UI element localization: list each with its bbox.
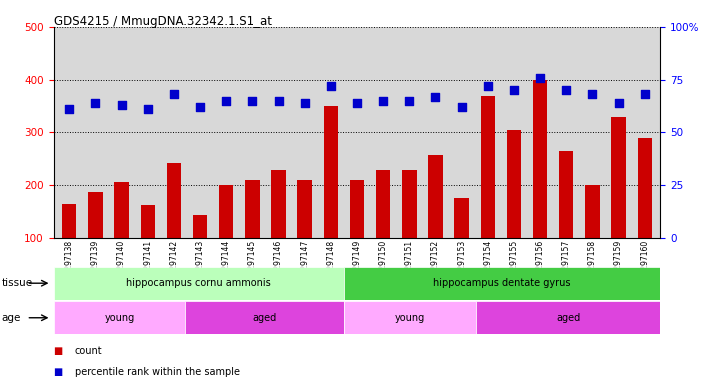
Point — [378, 98, 389, 104]
Bar — [89, 192, 103, 238]
Bar — [166, 163, 181, 238]
Point — [142, 106, 154, 112]
Text: tissue: tissue — [1, 278, 33, 288]
Bar — [638, 138, 652, 238]
Bar — [344, 301, 476, 334]
Text: ■: ■ — [54, 346, 63, 356]
Bar — [611, 117, 625, 238]
Bar — [533, 79, 548, 238]
Bar — [114, 182, 129, 238]
Point — [482, 83, 493, 89]
Point — [194, 104, 206, 110]
Text: ■: ■ — [54, 367, 63, 377]
Bar — [350, 180, 364, 238]
Bar — [298, 180, 312, 238]
Text: young: young — [395, 313, 425, 323]
Text: hippocampus cornu ammonis: hippocampus cornu ammonis — [126, 278, 271, 288]
Bar — [476, 301, 660, 334]
Point — [273, 98, 284, 104]
Point — [560, 87, 572, 93]
Text: GDS4215 / MmugDNA.32342.1.S1_at: GDS4215 / MmugDNA.32342.1.S1_at — [54, 15, 271, 28]
Point — [403, 98, 415, 104]
Point — [221, 98, 232, 104]
Point — [613, 100, 624, 106]
Bar — [219, 185, 233, 238]
Point — [64, 106, 75, 112]
Point — [508, 87, 520, 93]
Bar — [454, 199, 469, 238]
Point — [534, 74, 545, 81]
Bar — [54, 267, 344, 300]
Bar — [54, 301, 186, 334]
Point — [169, 91, 180, 98]
Point — [456, 104, 468, 110]
Bar — [245, 180, 260, 238]
Bar — [323, 106, 338, 238]
Text: aged: aged — [556, 313, 580, 323]
Bar — [141, 205, 155, 238]
Bar — [428, 155, 443, 238]
Bar — [62, 204, 76, 238]
Point — [325, 83, 336, 89]
Point — [587, 91, 598, 98]
Bar — [402, 170, 416, 238]
Point — [351, 100, 363, 106]
Text: count: count — [75, 346, 103, 356]
Bar — [376, 170, 391, 238]
Point — [246, 98, 258, 104]
Bar — [186, 301, 344, 334]
Point — [430, 93, 441, 99]
Text: percentile rank within the sample: percentile rank within the sample — [75, 367, 240, 377]
Bar — [344, 267, 660, 300]
Point — [116, 102, 127, 108]
Point — [299, 100, 311, 106]
Text: young: young — [104, 313, 135, 323]
Text: hippocampus dentate gyrus: hippocampus dentate gyrus — [433, 278, 571, 288]
Bar — [559, 151, 573, 238]
Point — [90, 100, 101, 106]
Bar — [585, 185, 600, 238]
Bar — [193, 215, 207, 238]
Point — [639, 91, 650, 98]
Text: aged: aged — [253, 313, 277, 323]
Bar — [271, 170, 286, 238]
Text: age: age — [1, 313, 21, 323]
Bar — [507, 130, 521, 238]
Bar — [481, 96, 495, 238]
